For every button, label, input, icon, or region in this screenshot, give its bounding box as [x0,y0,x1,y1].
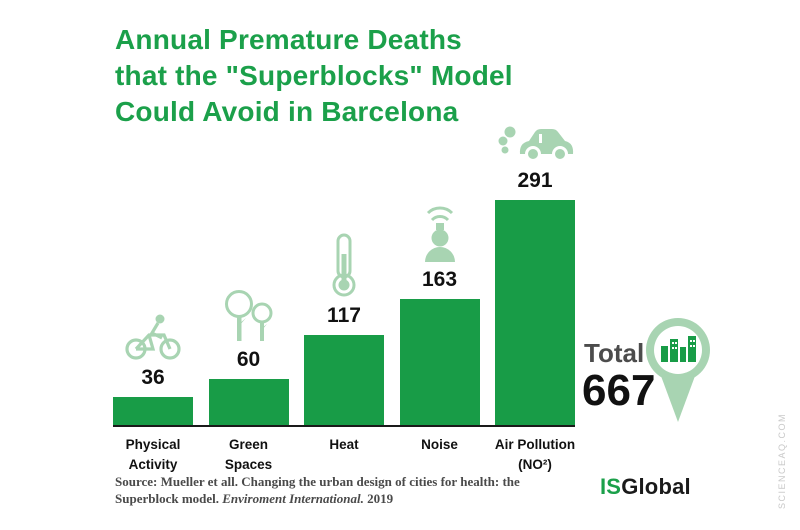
category-labels-row: Physical Activity Green Spaces Heat Noise Ai… [113,435,576,476]
bar-column: 163 [399,206,480,425]
chart-title-line: Could Avoid in Barcelona [115,95,459,127]
car-exhaust-icon [496,121,574,163]
category-label: Green Spaces [224,437,273,473]
total-value: 667 [582,366,656,415]
noise-person-icon [417,206,463,262]
trees-icon [219,288,279,342]
source-citation: Source: Mueller et all. Changing the urb… [115,474,585,508]
bar-value-label: 60 [236,348,261,371]
bar-column: 60 [208,288,289,425]
isglobal-logo: ISGlobal [600,474,691,500]
cyclist-icon [122,312,184,360]
bar-value-label: 163 [421,268,458,291]
category-label: Noise [421,437,458,452]
source-journal-name: Enviroment International. [222,490,364,506]
bar-chart: 36 60 117 163 291 Physical Activity Green Spa… [113,126,576,476]
bar [208,379,289,425]
bar-value-label: 117 [327,304,361,327]
bar [399,299,480,425]
bar [304,335,384,425]
bar-column: 36 [113,312,193,425]
chart-title-line: that the "Superblocks" Model [115,59,513,91]
chart-title-line: Annual Premature Deaths [115,24,462,55]
category-label: Air Pollution (NO²) [494,437,576,473]
bar [495,200,575,425]
total-label: Total [584,338,645,368]
bar-value-label: 291 [517,169,553,192]
chart-title: Annual Premature Deaths that the "Superb… [115,22,513,129]
bar-value-label: 36 [141,366,165,389]
source-line2-suffix: 2019 [363,490,394,506]
source-line2-prefix: Superblock model. [115,490,223,506]
source-line1: Source: Mueller et all. Changing the urb… [115,474,520,489]
bar-column: 117 [304,232,384,425]
watermark: SCIENCEAQ.COM [776,412,787,510]
bars-area: 36 60 117 163 291 [113,126,575,427]
isglobal-logo-is: IS [600,474,622,499]
bar [113,397,193,425]
isglobal-logo-global: Global [621,474,691,499]
thermometer-icon [329,232,359,298]
map-pin-city-icon [641,314,715,431]
category-label: Heat [329,437,359,452]
category-label: Physical Activity [125,437,181,473]
bar-column: 291 [495,121,575,425]
